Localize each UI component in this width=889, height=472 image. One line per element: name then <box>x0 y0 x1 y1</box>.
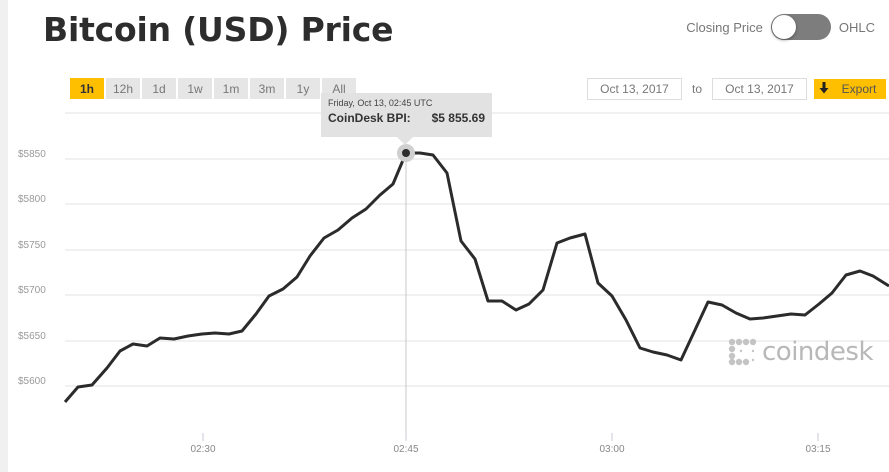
page: Bitcoin (USD) Price Closing Price OHLC 1… <box>8 0 889 472</box>
y-tick-label: $5700 <box>18 285 46 296</box>
closing-price-label[interactable]: Closing Price <box>686 19 763 35</box>
y-tick-label: $5800 <box>18 194 46 205</box>
highlight-point[interactable] <box>402 149 410 157</box>
x-tick-label: 02:45 <box>393 444 418 455</box>
tooltip-label: CoinDesk BPI: <box>328 111 411 125</box>
coindesk-watermark: coindesk <box>728 337 874 367</box>
watermark-text: coindesk <box>762 337 874 367</box>
toggle-knob[interactable] <box>771 15 796 39</box>
x-tick-label: 03:00 <box>599 444 624 455</box>
ohlc-label[interactable]: OHLC <box>838 19 875 35</box>
range-1h-button[interactable]: 1h <box>70 78 104 99</box>
date-range: to Export <box>587 78 886 100</box>
y-tick-label: $5600 <box>18 376 46 387</box>
tooltip-date: Friday, Oct 13, 02:45 UTC <box>328 98 433 108</box>
chart-tooltip: Friday, Oct 13, 02:45 UTC CoinDesk BPI: … <box>321 93 492 145</box>
range-12h-button[interactable]: 12h <box>106 78 140 99</box>
end-date-input[interactable] <box>712 78 807 100</box>
x-tick-label: 02:30 <box>190 444 215 455</box>
x-axis: 02:30 02:45 03:00 03:15 <box>190 433 831 455</box>
download-arrow-icon <box>814 81 834 97</box>
y-tick-label: $5750 <box>18 240 46 251</box>
range-1m-button[interactable]: 1m <box>214 78 248 99</box>
export-label: Export <box>841 82 877 96</box>
export-button[interactable]: Export <box>814 79 886 99</box>
range-selector: 1h 12h 1d 1w 1m 3m 1y All <box>70 78 356 99</box>
price-type-toggle[interactable] <box>770 14 831 40</box>
range-1d-button[interactable]: 1d <box>142 78 176 99</box>
start-date-input[interactable] <box>587 78 682 100</box>
x-tick-label: 03:15 <box>805 444 830 455</box>
range-1w-button[interactable]: 1w <box>178 78 212 99</box>
page-title: Bitcoin (USD) Price <box>43 10 394 49</box>
price-type-toggle-group: Closing Price OHLC <box>686 14 875 40</box>
range-3m-button[interactable]: 3m <box>250 78 284 99</box>
y-axis-labels: $5850 $5800 $5750 $5700 $5650 $5600 <box>18 149 46 387</box>
y-tick-label: $5850 <box>18 149 46 160</box>
to-label: to <box>691 82 702 96</box>
tooltip-value: $5 855.69 <box>431 111 485 125</box>
price-line <box>63 151 889 403</box>
coindesk-logo-icon <box>728 338 757 366</box>
range-1y-button[interactable]: 1y <box>286 78 320 99</box>
y-tick-label: $5650 <box>18 331 46 342</box>
